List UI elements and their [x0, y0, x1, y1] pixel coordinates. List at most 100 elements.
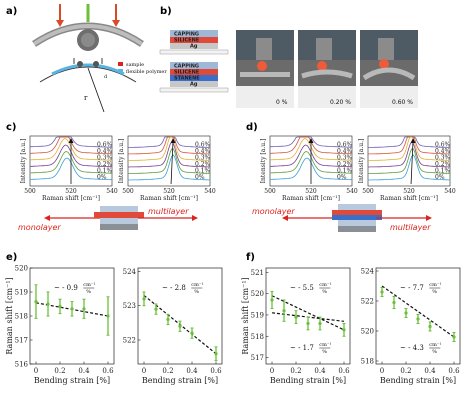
schematic-d-substrate — [338, 226, 376, 232]
plot-frame — [375, 267, 461, 365]
spectra-xtick: 540 — [106, 188, 118, 195]
stack1-capping — [170, 30, 218, 37]
slope-annotation-unit-bottom: % — [322, 289, 327, 295]
schematic-c-ag — [100, 218, 138, 224]
schematic-d-ag — [338, 220, 376, 226]
spectra-frame — [269, 135, 353, 187]
data-point — [34, 300, 38, 304]
stack2-stanene — [170, 75, 218, 81]
data-point — [306, 321, 310, 326]
schematic-c-capping — [100, 206, 138, 212]
slope-annotation-unit-bottom: % — [194, 289, 199, 295]
data-point — [46, 302, 50, 306]
force-arrow-right-head — [112, 20, 120, 27]
plot-frame — [137, 267, 223, 365]
schematic-c-right-label: multilayer — [148, 207, 189, 216]
photo-2-bottom — [360, 86, 418, 108]
x-tick-label: 0 — [270, 367, 274, 375]
legend-polymer-swatch — [118, 69, 123, 73]
schematic-d-capping — [338, 204, 376, 210]
x-tick-label: 0 — [380, 367, 384, 375]
spectra-d-monolayer: 0.6%0.4%0.3%0.2%0.1%0% 500 520 540 Raman shi… — [260, 135, 358, 202]
data-point — [318, 321, 322, 326]
schematic-d-left-arrowhead — [282, 215, 288, 221]
spectra-xtick: 500 — [264, 188, 276, 195]
x-tick-label: 0.6 — [338, 367, 350, 375]
y-tick-label: 521 — [251, 269, 264, 277]
spectra-xtick: 500 — [24, 188, 36, 195]
slope-annotation: ~ - 7.7 — [400, 284, 424, 292]
slope-annotation-unit-bottom: % — [86, 289, 91, 295]
spectra-frame — [29, 135, 113, 187]
panel-a-letter: a) — [6, 6, 17, 17]
stack1-silicene-label: SILICENE — [174, 38, 200, 44]
y-tick-label: 518 — [361, 358, 374, 366]
spectra-xlabel: Raman shift [cm⁻¹] — [140, 195, 198, 202]
data-point — [166, 317, 170, 322]
strain-label: 0.6% — [97, 142, 113, 149]
strain-label: 0.1% — [337, 168, 353, 175]
strain-label: 0.6% — [337, 142, 353, 149]
schematic-d-left-label: monolayer — [252, 207, 295, 216]
peak-arrow — [170, 139, 174, 185]
stack2-capping-label: CAPPING — [174, 64, 199, 70]
slope-annotation-unit-top: cm⁻¹ — [319, 282, 331, 288]
spectra-frame — [367, 135, 451, 187]
strain-label: 0.1% — [195, 168, 211, 175]
stack2-ag-label: Ag — [190, 82, 198, 88]
spectra-xtick: 520 — [163, 188, 175, 195]
x-tick-label: 0.6 — [448, 367, 460, 375]
schematic-d-right-arrowhead — [426, 215, 432, 221]
roller-core — [81, 33, 95, 47]
data-point — [404, 311, 408, 315]
bending-plate-highlight — [32, 24, 144, 46]
data-point — [282, 309, 286, 313]
strain-label: 0.4% — [435, 148, 451, 155]
schematic-c-substrate — [100, 224, 138, 230]
panel-e-letter: e) — [6, 252, 17, 263]
label-d: d — [104, 74, 108, 80]
photo-2-plate — [362, 67, 416, 81]
strain-label: 0.2% — [435, 161, 451, 168]
peak-arrow-head — [68, 138, 74, 143]
slope-annotation-unit-top: cm⁻¹ — [191, 282, 203, 288]
data-point — [142, 297, 146, 301]
panel-c-letter: c) — [6, 122, 17, 133]
stack1-ag — [170, 43, 218, 49]
data-point — [82, 307, 86, 311]
photo-0-sample — [257, 61, 267, 71]
slope-annotation-secondary-unit-bottom: % — [322, 349, 327, 355]
schematic-c: monolayer multilayer — [18, 206, 198, 232]
x-axis-label: Bending strain [%] — [34, 376, 110, 385]
strain-label: 0.4% — [97, 148, 113, 155]
strain-label: 0.3% — [337, 155, 353, 162]
spectra-xtick: 540 — [346, 188, 358, 195]
spectrum-line — [368, 148, 450, 174]
y-tick-label: 518 — [251, 333, 264, 341]
schematic-d-right-label: multilayer — [390, 223, 431, 232]
strain-label: 0.3% — [435, 155, 451, 162]
spectra-c-multilayer: 0.6%0.4%0.3%0.2%0.1%0% 500 520 540 Raman shi… — [118, 135, 216, 202]
y-axis-label: Raman shift [cm⁻¹] — [241, 277, 250, 354]
panel-b-stacks: CAPPING SILICENE Ag CAPPING SILICENE STA… — [159, 30, 229, 93]
spectra-xtick: 520 — [65, 188, 77, 195]
photo-1-bottom — [298, 86, 356, 108]
y-tick-label: 520 — [15, 265, 28, 273]
legend-polymer-label: flexible polymer — [126, 69, 167, 75]
spectrum-line — [127, 136, 210, 155]
slope-annotation-unit-top: cm⁻¹ — [83, 282, 95, 288]
photo-2-sample — [379, 59, 389, 69]
spectrum-line — [128, 154, 210, 181]
stack1-substrate — [159, 49, 229, 55]
strain-label: 0.3% — [195, 155, 211, 162]
strain-label: 0.4% — [195, 148, 211, 155]
stack2-substrate — [159, 87, 229, 93]
slope-annotation-secondary: ~ - 1.7 — [290, 344, 314, 352]
data-point — [380, 290, 384, 294]
spectrum-line — [128, 141, 210, 168]
spectra-xlabel: Raman shift [cm⁻¹] — [282, 195, 340, 202]
y-tick-label: 524 — [361, 268, 375, 276]
data-point — [342, 328, 346, 332]
stack1-silicene — [170, 37, 218, 43]
y-tick-label: 518 — [15, 313, 28, 321]
